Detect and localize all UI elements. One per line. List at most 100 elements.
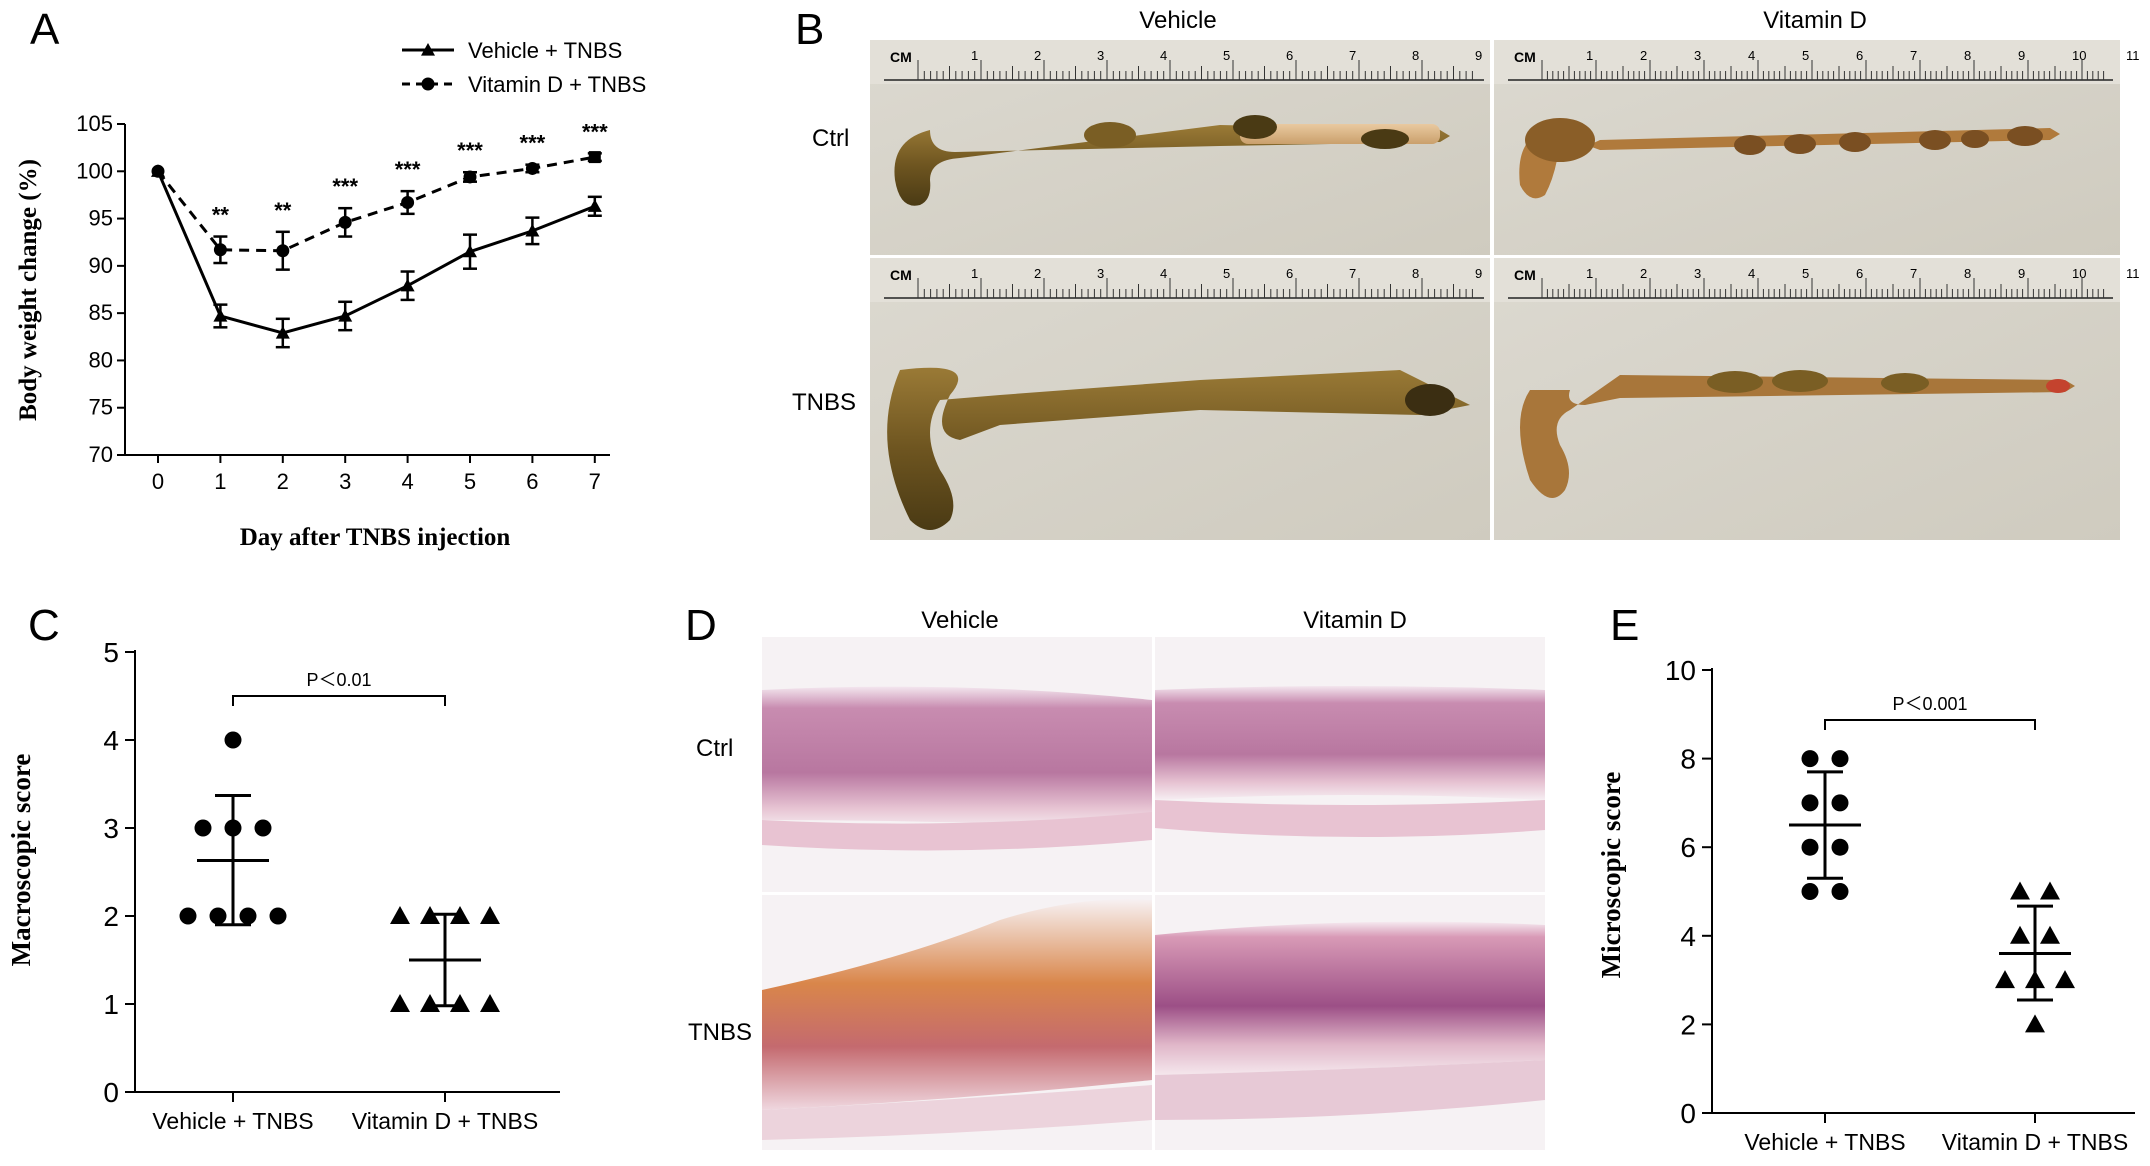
chart-a-legend-marker-1	[421, 43, 435, 56]
chart-e-plot: 0 2 4 6 8 10 Vehicle + TNBS Vitamin D + TNBS Mic…	[1596, 655, 2135, 1155]
panel-e-letter: E	[1610, 601, 1639, 650]
chart-e-significance-bracket	[1824, 719, 2036, 730]
chart-e-y-axis-label: Microscopic score	[1596, 772, 1626, 979]
ruler-number: 4	[1160, 48, 1167, 63]
chart-a-point-1	[213, 308, 228, 322]
chart-c-point	[239, 907, 257, 925]
chart-e-point	[2025, 1014, 2045, 1033]
panel-d-letter: D	[685, 601, 717, 650]
panel-c: C 0 1 2 3 4 5 Vehicle + TNBS Vitamin D + TNBS Ma…	[6, 601, 560, 1134]
ruler-number: 2	[1640, 48, 1647, 63]
chart-e-significance-label: P＜0.001	[1892, 694, 1967, 714]
photo-vitamin-d-tnbs	[1494, 258, 2120, 540]
chart-e-category-label: Vehicle + TNBS	[1744, 1129, 1905, 1155]
ruler-number: 7	[1349, 266, 1356, 281]
chart-e-category-label: Vitamin D + TNBS	[1942, 1129, 2128, 1155]
chart-a-point-2	[151, 164, 165, 178]
chart-a-point-2	[463, 170, 477, 184]
chart-a-significance-label: ***	[395, 157, 421, 182]
rulers: CM 1 2 3 4 5 6 7 8 9 CM 1 2 3 4 5 6 7 8 9 10 11 CM 1 2 3 4 5 6 7 8 9 CM 1…	[884, 48, 2140, 299]
ruler-number: 9	[1475, 48, 1482, 63]
histology-vehicle-ctrl	[762, 637, 1152, 892]
chart-e-point	[1801, 794, 1819, 812]
chart-e-point	[1801, 750, 1819, 768]
ruler-number: 9	[2018, 48, 2025, 63]
ruler-number: 8	[1412, 48, 1419, 63]
ruler-number: 2	[1034, 48, 1041, 63]
ruler-number: 7	[1910, 48, 1917, 63]
chart-c-point	[420, 994, 440, 1012]
ruler-number: 8	[1964, 48, 1971, 63]
ruler-unit-label: CM	[1514, 267, 1536, 283]
chart-e-point	[1831, 750, 1849, 768]
chart-a-series-line-1	[156, 170, 596, 335]
chart-a-point-2	[525, 161, 539, 175]
ruler-number: 6	[1286, 48, 1293, 63]
chart-a-x-tick-label: 6	[526, 469, 538, 494]
chart-e-point	[2055, 970, 2075, 989]
chart-a-point-1	[338, 308, 353, 322]
chart-a-x-tick-label: 1	[214, 469, 226, 494]
chart-c-plot: 0 1 2 3 4 5 Vehicle + TNBS Vitamin D + TNBS Macr…	[6, 637, 560, 1134]
chart-a-y-tick-label: 70	[89, 442, 113, 467]
ruler-number: 1	[1586, 48, 1593, 63]
chart-a-legend-marker-2	[421, 77, 435, 91]
ruler-number: 3	[1694, 48, 1701, 63]
chart-a-x-tick-label: 2	[277, 469, 289, 494]
chart-a-legend-label-1: Vehicle + TNBS	[468, 38, 622, 63]
chart-e-point	[1801, 883, 1819, 900]
ruler-number: 11	[2126, 266, 2140, 281]
chart-a-point-1	[400, 278, 415, 292]
chart-a-significance-label: ***	[582, 119, 608, 144]
ruler-number: 3	[1694, 266, 1701, 281]
chart-e-point	[2040, 881, 2060, 900]
chart-a-y-tick-label: 75	[89, 395, 113, 420]
chart-c-y-tick-label: 2	[103, 901, 119, 932]
chart-a-x-tick-label: 0	[152, 469, 164, 494]
panel-b-row-ctrl: Ctrl	[812, 125, 849, 152]
chart-a-significance-label: ***	[457, 138, 483, 163]
chart-a-point-2	[401, 195, 415, 209]
chart-a-y-tick-label: 100	[76, 158, 113, 183]
chart-a-significance-label: **	[274, 198, 292, 223]
chart-e-point	[1831, 794, 1849, 812]
ruler-number: 6	[1286, 266, 1293, 281]
ruler-number: 3	[1097, 48, 1104, 63]
chart-c-y-tick-label: 1	[103, 989, 119, 1020]
chart-a-point-2	[213, 243, 227, 257]
ruler-number: 9	[1475, 266, 1482, 281]
ruler-number: 5	[1802, 266, 1809, 281]
chart-a-x-tick-label: 7	[589, 469, 601, 494]
chart-c-point	[480, 994, 500, 1012]
chart-a-point-1	[525, 223, 540, 237]
panel-d: D Vehicle Vitamin D Ctrl TNBS	[685, 601, 1545, 1150]
ruler-number: 4	[1748, 266, 1755, 281]
panel-e: E 0 2 4 6 8 10 Vehicle + TNBS Vitamin D + TNBS M…	[1596, 601, 2135, 1155]
chart-a-point-1	[463, 244, 477, 258]
chart-a-x-tick-label: 4	[401, 469, 413, 494]
panel-a: A 70 75 80 85 90 95 100 105 0 1 2 3 4 5 6 7 Day after TN…	[15, 5, 646, 551]
histology-vitamin-d-ctrl	[1155, 637, 1545, 892]
chart-a-y-tick-label: 85	[89, 300, 113, 325]
chart-a-legend-label-2: Vitamin D + TNBS	[468, 72, 646, 97]
chart-e-point	[1995, 970, 2015, 989]
chart-a-x-tick-label: 3	[339, 469, 351, 494]
chart-a-y-axis-label: Body weight change (%)	[15, 159, 42, 421]
ruler-number: 6	[1856, 266, 1863, 281]
ruler-number: 8	[1964, 266, 1971, 281]
chart-c-point	[209, 907, 227, 925]
ruler-number: 10	[2072, 266, 2086, 281]
ruler-number: 4	[1160, 266, 1167, 281]
chart-a-series-line-2	[156, 155, 596, 253]
panel-d-col-vitamin-d: Vitamin D	[1303, 607, 1407, 634]
ruler-number: 9	[2018, 266, 2025, 281]
ruler-number: 5	[1802, 48, 1809, 63]
chart-a-point-2	[588, 151, 601, 164]
chart-c-point	[269, 907, 287, 925]
ruler-number: 7	[1910, 266, 1917, 281]
chart-a-x-tick-label: 5	[464, 469, 476, 494]
panel-b-letter: B	[795, 5, 824, 54]
photo-vehicle-ctrl	[870, 40, 1490, 255]
chart-c-point	[179, 907, 197, 925]
ruler-number: 2	[1640, 266, 1647, 281]
